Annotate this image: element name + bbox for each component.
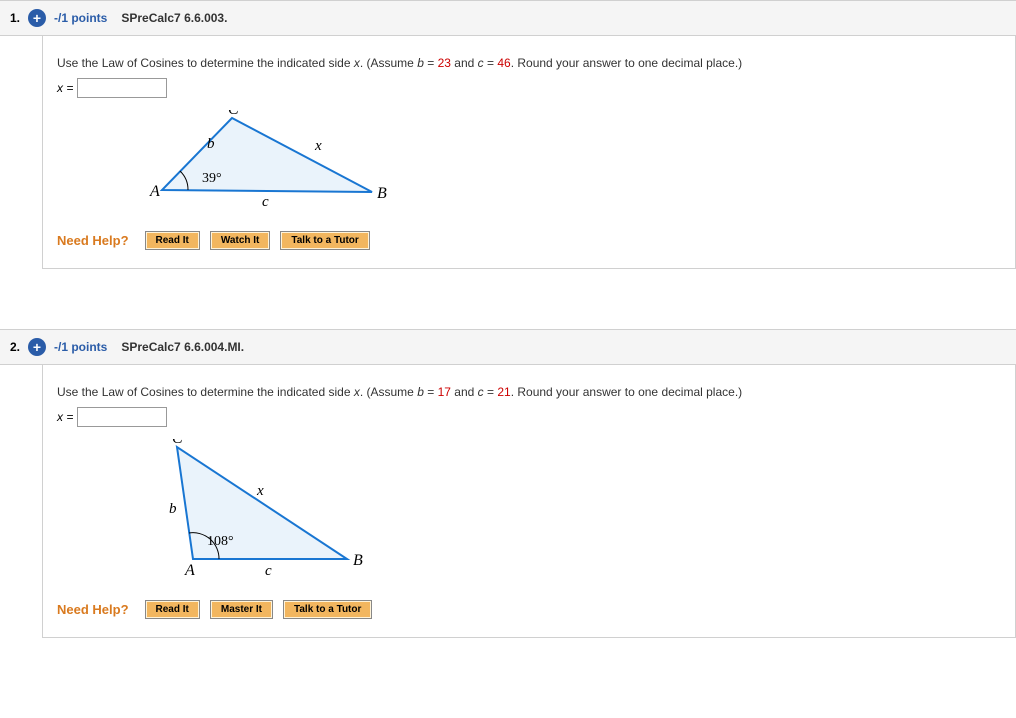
triangle-svg: A B C b c x 108° (117, 439, 387, 579)
question-header: 1. + -/1 points SPreCalc7 6.6.003. (0, 0, 1016, 36)
svg-text:C: C (172, 439, 183, 447)
svg-text:A: A (149, 183, 160, 200)
need-help-row: Need Help? Read It Watch It Talk to a Tu… (57, 231, 1001, 250)
question-ref: SPreCalc7 6.6.003. (121, 11, 227, 25)
svg-text:x: x (314, 138, 322, 154)
question-body: Use the Law of Cosines to determine the … (42, 36, 1016, 269)
x-label: x = (57, 410, 73, 424)
question-number: 1. (10, 11, 20, 25)
svg-text:x: x (256, 483, 264, 499)
talk-tutor-button[interactable]: Talk to a Tutor (280, 231, 369, 250)
svg-text:b: b (169, 501, 177, 517)
triangle-figure-2: A B C b c x 108° (117, 439, 1001, 582)
question-body: Use the Law of Cosines to determine the … (42, 365, 1016, 638)
read-it-button[interactable]: Read It (145, 600, 200, 619)
master-it-button[interactable]: Master It (210, 600, 273, 619)
watch-it-button[interactable]: Watch It (210, 231, 271, 250)
need-help-label: Need Help? (57, 233, 129, 248)
points-label: -/1 points (54, 340, 107, 354)
svg-text:c: c (262, 194, 269, 210)
answer-row: x = (57, 407, 1001, 427)
plus-icon[interactable]: + (28, 338, 46, 356)
need-help-row: Need Help? Read It Master It Talk to a T… (57, 600, 1001, 619)
need-help-label: Need Help? (57, 602, 129, 617)
talk-tutor-button[interactable]: Talk to a Tutor (283, 600, 372, 619)
question-2: 2. + -/1 points SPreCalc7 6.6.004.MI. Us… (0, 329, 1016, 638)
svg-text:108°: 108° (207, 534, 234, 549)
question-prompt: Use the Law of Cosines to determine the … (57, 54, 1001, 72)
read-it-button[interactable]: Read It (145, 231, 200, 250)
question-prompt: Use the Law of Cosines to determine the … (57, 383, 1001, 401)
question-number: 2. (10, 340, 20, 354)
svg-text:B: B (353, 552, 363, 569)
answer-input[interactable] (77, 407, 167, 427)
question-ref: SPreCalc7 6.6.004.MI. (121, 340, 244, 354)
svg-text:A: A (184, 562, 195, 579)
question-1: 1. + -/1 points SPreCalc7 6.6.003. Use t… (0, 0, 1016, 269)
question-header: 2. + -/1 points SPreCalc7 6.6.004.MI. (0, 329, 1016, 365)
plus-icon[interactable]: + (28, 9, 46, 27)
svg-text:c: c (265, 563, 272, 579)
x-label: x = (57, 81, 73, 95)
svg-text:B: B (377, 185, 387, 202)
svg-text:b: b (207, 136, 215, 152)
svg-text:C: C (228, 110, 239, 118)
answer-row: x = (57, 78, 1001, 98)
triangle-svg: A B C b c x 39° (117, 110, 417, 210)
triangle-figure-1: A B C b c x 39° (117, 110, 1001, 213)
svg-text:39°: 39° (202, 171, 222, 186)
answer-input[interactable] (77, 78, 167, 98)
points-label: -/1 points (54, 11, 107, 25)
